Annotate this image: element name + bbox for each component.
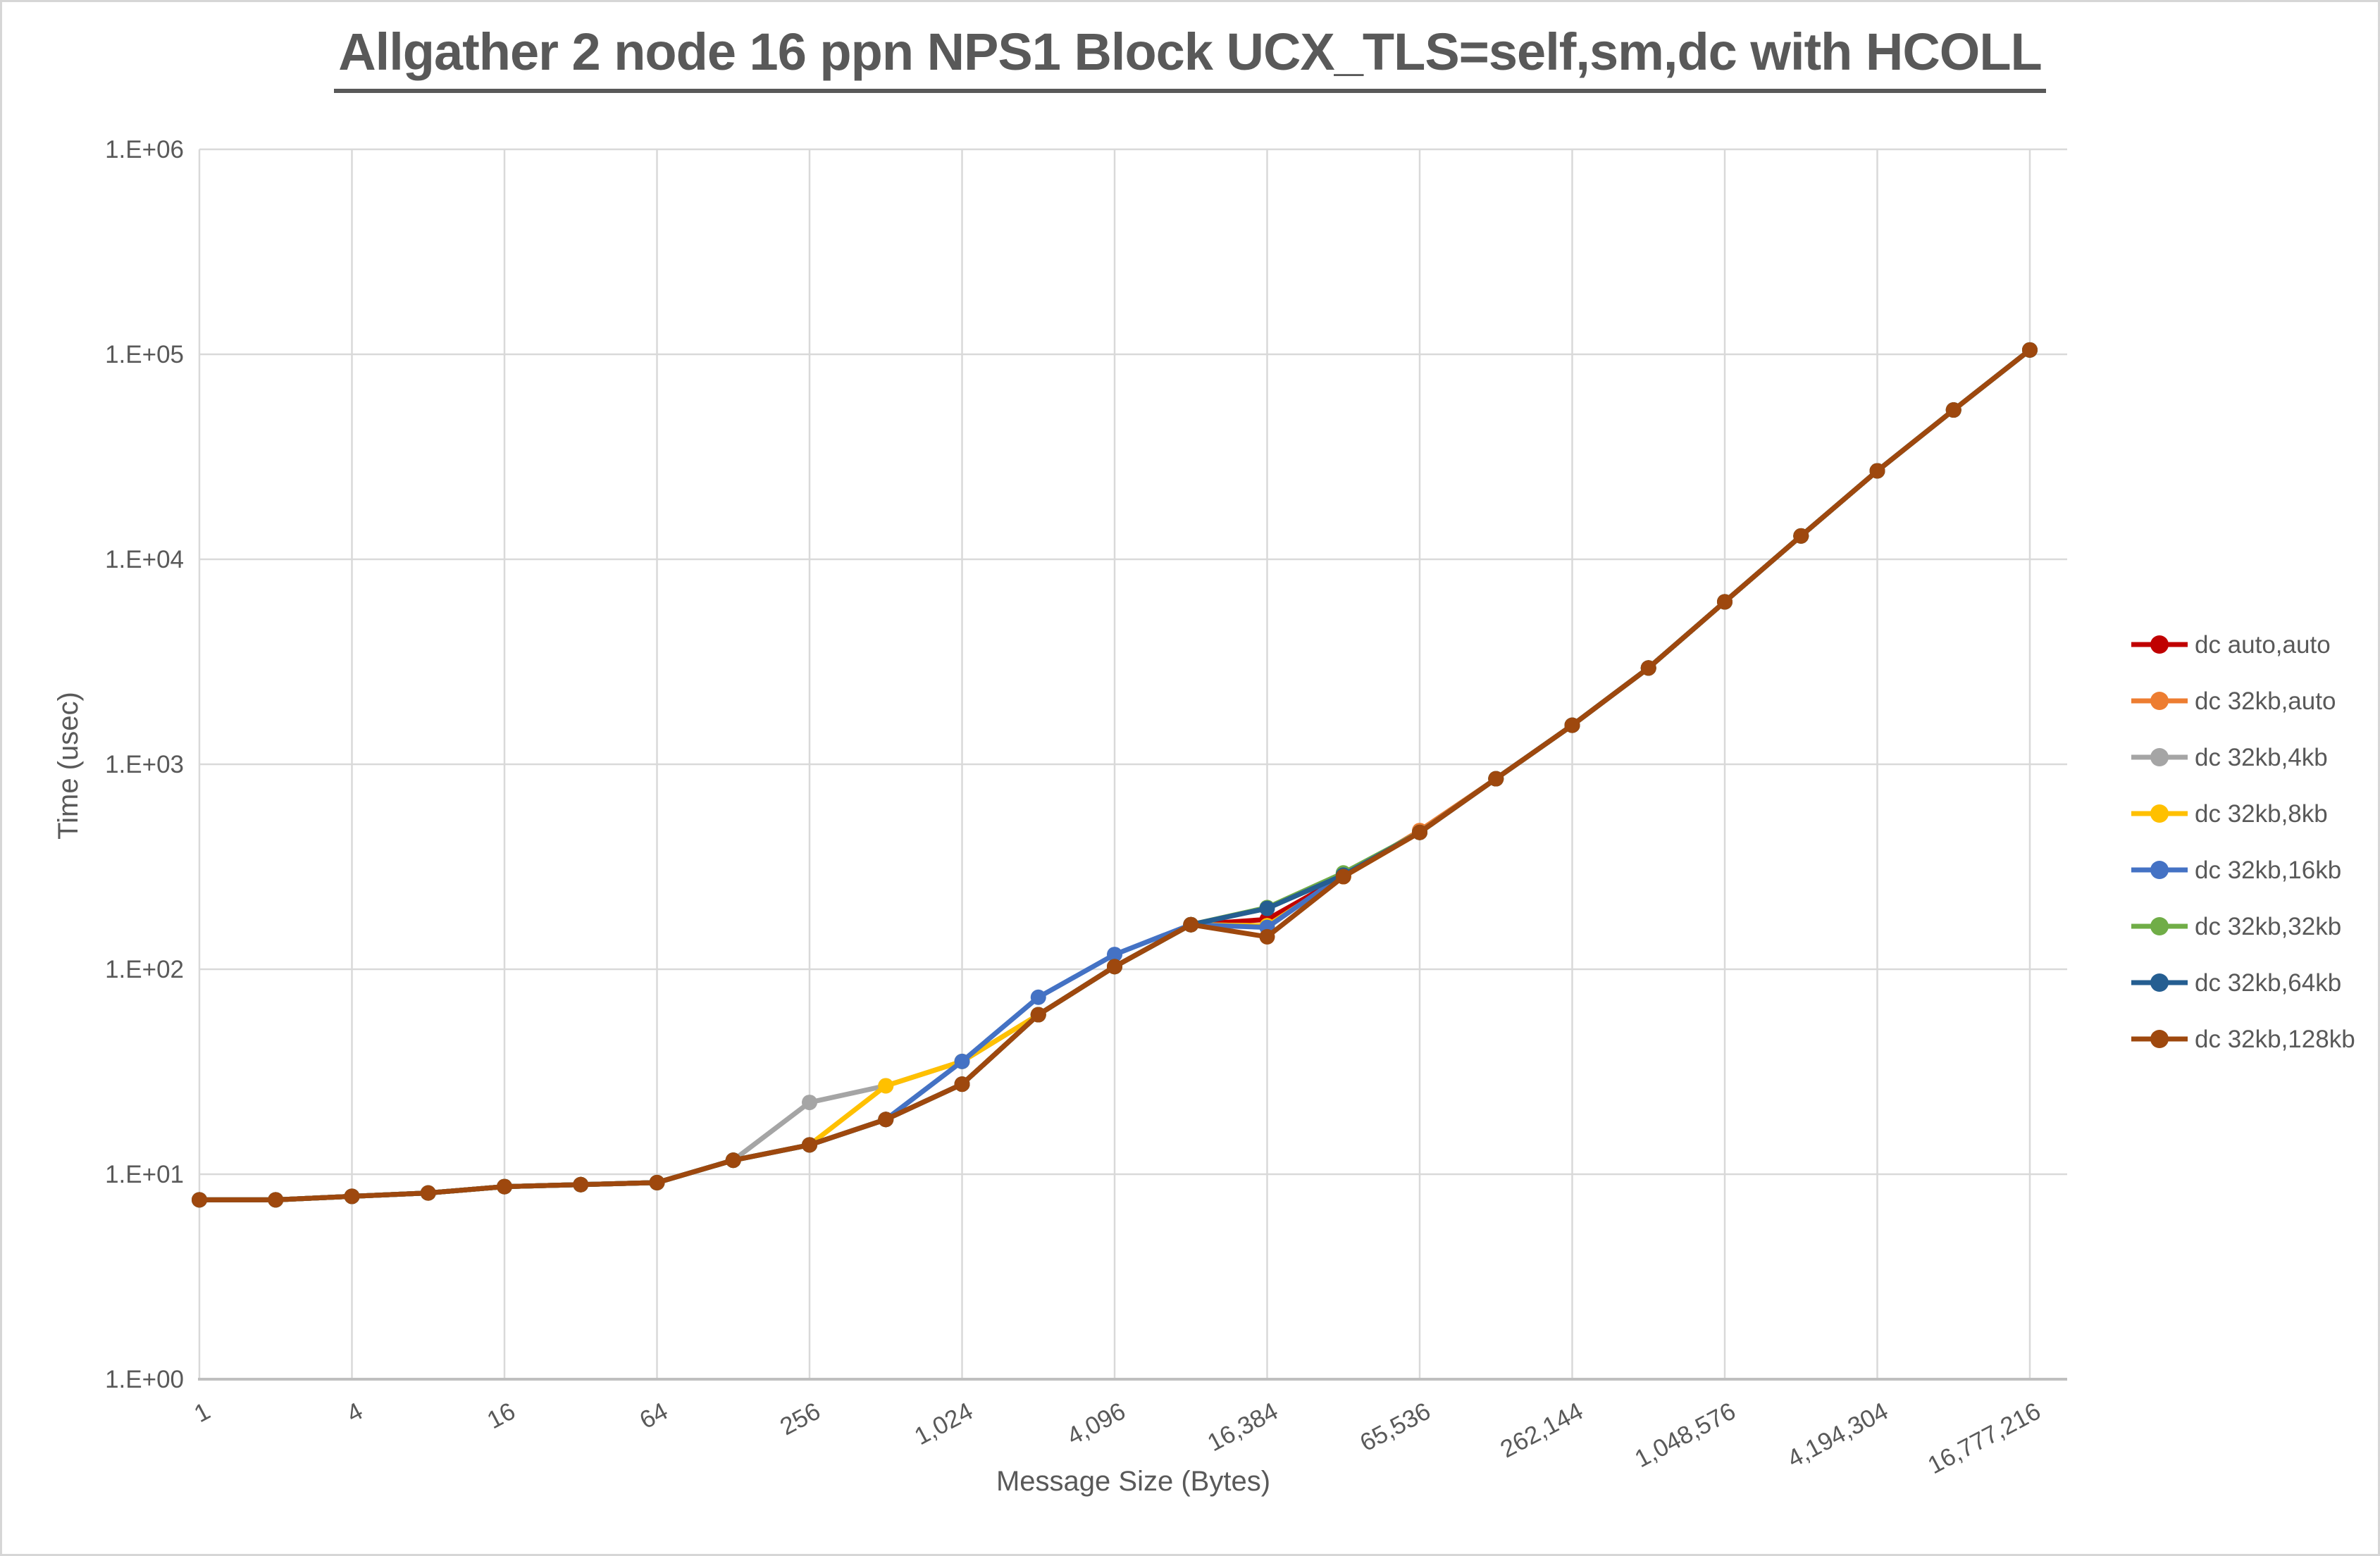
data-point-dc-32kb-128kb [497,1178,512,1195]
data-point-dc-32kb-128kb [1183,916,1199,933]
data-point-dc-32kb-128kb [1335,869,1351,885]
data-point-dc-32kb-16kb [1107,947,1122,963]
x-tick-label: 262,144 [1496,1398,1587,1464]
data-point-dc-32kb-128kb [1259,928,1275,945]
x-tick-label: 4,096 [1062,1398,1130,1451]
x-tick-label: 16 [483,1398,520,1435]
y-tick-label: 1.E+02 [105,956,184,983]
chart-title-row: Allgather 2 node 16 ppn NPS1 Block UCX_T… [2,22,2378,93]
legend-marker-icon [2150,973,2169,992]
legend-label: dc 32kb,auto [2195,687,2336,715]
x-tick-label: 4,194,304 [1783,1398,1892,1474]
legend: dc auto,auto dc 32kb,auto dc 32kb,4kb dc 32… [2131,631,2355,1053]
data-point-dc-32kb-128kb [1945,402,1961,418]
data-point-dc-32kb-16kb [954,1053,970,1069]
legend-item-dc-32kb-16kb[interactable]: dc 32kb,16kb [2131,857,2341,884]
legend-label: dc 32kb,8kb [2195,800,2328,828]
data-point-dc-32kb-128kb [344,1188,360,1205]
legend-item-dc-32kb-8kb[interactable]: dc 32kb,8kb [2131,800,2328,828]
series-dc-32kb-128kb [192,342,2038,1208]
data-point-dc-32kb-128kb [725,1152,741,1169]
legend-marker-icon [2150,692,2169,710]
legend-item-dc-32kb-64kb[interactable]: dc 32kb,64kb [2131,969,2341,997]
data-point-dc-32kb-4kb [802,1095,817,1111]
y-axis-title: Time (usec) [53,692,84,840]
data-point-dc-32kb-128kb [1793,528,1809,544]
y-tick-label: 1.E+03 [105,751,184,778]
x-tick-label: 4 [342,1398,367,1429]
data-point-dc-32kb-128kb [192,1192,207,1208]
x-tick-label: 256 [776,1398,825,1441]
x-tick-label: 16,384 [1203,1398,1282,1457]
x-tick-label: 65,536 [1356,1398,1435,1457]
y-tick-labels: 1.E+00 1.E+01 1.E+02 1.E+03 1.E+04 1.E+05 1.E+… [105,136,184,1393]
legend-marker-icon [2150,861,2169,879]
y-tick-label: 1.E+00 [105,1366,184,1393]
legend-item-dc-32kb-4kb[interactable]: dc 32kb,4kb [2131,744,2328,771]
x-tick-label: 1,024 [910,1398,978,1451]
data-point-dc-32kb-64kb [1259,900,1275,916]
x-tick-label: 1,048,576 [1630,1398,1740,1474]
legend-marker-icon [2150,917,2169,935]
data-point-dc-32kb-128kb [1030,1007,1046,1023]
data-point-dc-32kb-128kb [420,1185,436,1201]
data-point-dc-32kb-128kb [1869,463,1885,479]
legend-label: dc 32kb,128kb [2195,1026,2355,1053]
data-point-dc-32kb-16kb [1030,989,1046,1005]
data-point-dc-32kb-128kb [1412,824,1427,840]
data-point-dc-32kb-128kb [1107,959,1122,975]
legend-item-dc-auto-auto[interactable]: dc auto,auto [2131,631,2331,659]
y-tick-label: 1.E+04 [105,546,184,573]
data-point-dc-32kb-128kb [954,1076,970,1093]
legend-label: dc 32kb,4kb [2195,744,2328,771]
legend-label: dc 32kb,16kb [2195,857,2341,884]
chart-title: Allgather 2 node 16 ppn NPS1 Block UCX_T… [334,22,2046,93]
data-point-dc-32kb-128kb [1488,771,1504,787]
legend-label: dc 32kb,64kb [2195,969,2341,997]
data-point-dc-32kb-128kb [1640,660,1656,676]
data-point-dc-32kb-128kb [2022,342,2038,358]
legend-item-dc-32kb-128kb[interactable]: dc 32kb,128kb [2131,1026,2355,1053]
y-tick-label: 1.E+01 [105,1161,184,1188]
data-point-dc-32kb-8kb [878,1078,894,1094]
legend-label: dc auto,auto [2195,631,2331,659]
data-point-dc-32kb-128kb [268,1192,284,1208]
data-point-dc-32kb-128kb [573,1176,589,1193]
legend-marker-icon [2150,635,2169,654]
y-tick-label: 1.E+05 [105,341,184,368]
legend-marker-icon [2150,748,2169,766]
legend-item-dc-32kb-32kb[interactable]: dc 32kb,32kb [2131,913,2341,940]
data-point-dc-32kb-128kb [1564,717,1580,733]
data-point-dc-32kb-128kb [649,1174,665,1190]
x-tick-label: 1 [190,1398,214,1429]
data-point-dc-32kb-128kb [1717,594,1733,610]
gridlines [198,148,2067,1381]
x-tick-label: 64 [636,1398,673,1435]
data-point-dc-32kb-128kb [802,1137,817,1153]
legend-marker-icon [2150,804,2169,823]
legend-label: dc 32kb,32kb [2195,913,2341,940]
legend-marker-icon [2150,1030,2169,1048]
x-axis-title: Message Size (Bytes) [996,1466,1271,1497]
y-tick-label: 1.E+06 [105,136,184,163]
legend-item-dc-32kb-auto[interactable]: dc 32kb,auto [2131,687,2336,715]
data-point-dc-32kb-128kb [878,1112,894,1128]
